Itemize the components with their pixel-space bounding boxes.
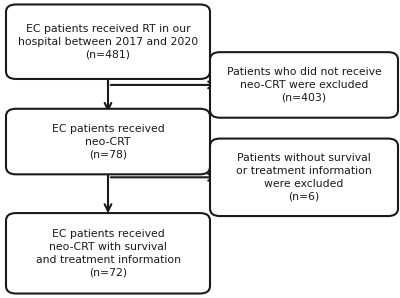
Text: EC patients received RT in our
hospital between 2017 and 2020
(n=481): EC patients received RT in our hospital … <box>18 24 198 60</box>
FancyBboxPatch shape <box>210 52 398 118</box>
Text: EC patients received
neo-CRT with survival
and treatment information
(n=72): EC patients received neo-CRT with surviv… <box>36 229 180 277</box>
FancyBboxPatch shape <box>6 109 210 174</box>
Text: EC patients received
neo-CRT
(n=78): EC patients received neo-CRT (n=78) <box>52 124 164 159</box>
FancyBboxPatch shape <box>6 213 210 294</box>
Text: Patients without survival
or treatment information
were excluded
(n=6): Patients without survival or treatment i… <box>236 153 372 201</box>
Text: Patients who did not receive
neo-CRT were excluded
(n=403): Patients who did not receive neo-CRT wer… <box>227 67 381 103</box>
FancyBboxPatch shape <box>210 139 398 216</box>
FancyBboxPatch shape <box>6 4 210 79</box>
